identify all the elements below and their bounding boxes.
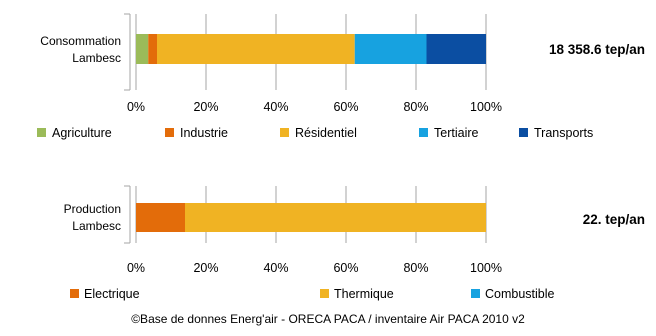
legend-label: Résidentiel xyxy=(295,126,357,140)
legend-swatch xyxy=(280,128,289,137)
legend-label: Industrie xyxy=(180,126,228,140)
legend-label: Tertiaire xyxy=(434,126,479,140)
x-tick-label: 60% xyxy=(333,100,358,114)
bar-segment-tertiaire xyxy=(354,34,427,64)
legend-swatch xyxy=(419,128,428,137)
x-tick-label: 80% xyxy=(403,261,428,275)
legend-swatch xyxy=(320,289,329,298)
x-tick-label: 0% xyxy=(127,261,145,275)
total-value-label: 18 358.6 tep/an xyxy=(549,42,645,57)
x-tick-label: 20% xyxy=(193,100,218,114)
category-label: Consommation Lambesc xyxy=(40,34,121,65)
legend-swatch xyxy=(165,128,174,137)
category-label: Production Lambesc xyxy=(64,202,121,233)
x-tick-label: 100% xyxy=(470,100,502,114)
bar-segment-agriculture xyxy=(136,34,149,64)
total-value-label: 22. tep/an xyxy=(583,212,645,227)
bar-segment-résidentiel xyxy=(157,34,355,64)
legend-swatch xyxy=(471,289,480,298)
x-tick-label: 60% xyxy=(333,261,358,275)
legend-label: Transports xyxy=(534,126,593,140)
bar-segment-industrie xyxy=(148,34,157,64)
bar-segment-electrique xyxy=(136,203,185,232)
x-tick-label: 40% xyxy=(263,261,288,275)
legend-label: Combustible xyxy=(485,287,555,301)
x-tick-label: 80% xyxy=(403,100,428,114)
x-tick-label: 0% xyxy=(127,100,145,114)
legend-swatch xyxy=(37,128,46,137)
source-credit: ©Base de donnes Energ'air - ORECA PACA /… xyxy=(131,312,525,326)
legend-label: Agriculture xyxy=(52,126,112,140)
x-tick-label: 40% xyxy=(263,100,288,114)
legend-label: Electrique xyxy=(84,287,140,301)
bar-segment-thermique xyxy=(185,203,486,232)
x-tick-label: 100% xyxy=(470,261,502,275)
chart-1: Consommation Lambesc 0% 20% 40% 60% 80% 100% Agr… xyxy=(37,13,645,140)
legend-swatch xyxy=(70,289,79,298)
bar-segment-transports xyxy=(426,34,486,64)
x-tick-label: 20% xyxy=(193,261,218,275)
legend-label: Thermique xyxy=(334,287,394,301)
chart-2: Production Lambesc 0% 20% 40% 60% 80% 100% Elect… xyxy=(64,185,645,301)
legend-swatch xyxy=(519,128,528,137)
